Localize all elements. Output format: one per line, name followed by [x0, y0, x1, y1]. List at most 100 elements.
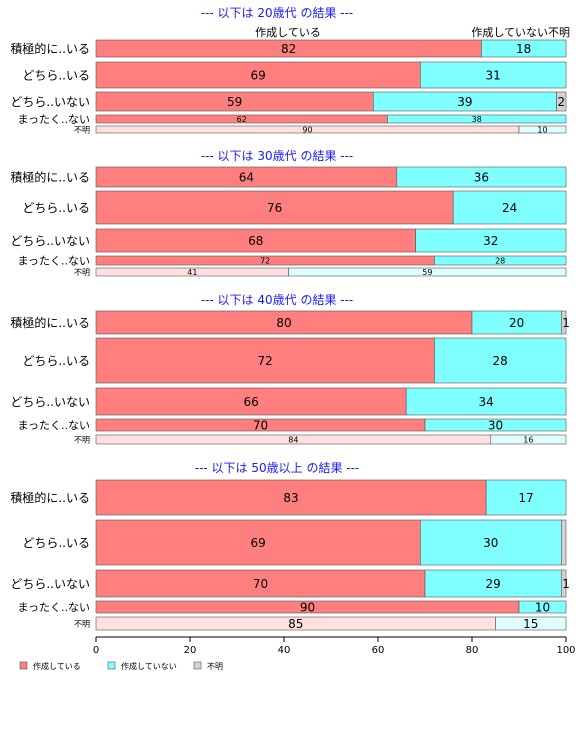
bar-segment — [419, 61, 567, 89]
legend-swatch — [193, 661, 202, 670]
data-label: 66 — [243, 395, 258, 409]
data-label: 28 — [493, 354, 508, 368]
legend-entry: 作成していない — [107, 661, 177, 671]
data-label: 34 — [478, 395, 493, 409]
row-label: 積極的に..いる — [10, 169, 90, 184]
legend-entry: 不明 — [193, 661, 223, 671]
bar-segment — [95, 337, 435, 384]
bar-row: どちら..いる 76 24 — [22, 190, 567, 225]
data-label: 16 — [523, 435, 533, 444]
bar-row: 不明 85 15 — [74, 616, 567, 631]
bar-segment — [396, 166, 567, 188]
bar-row: 不明 41 59 — [74, 267, 567, 277]
bar-segment — [556, 91, 567, 112]
bar-row: どちら..いない 59 39 2 — [10, 91, 567, 112]
bar-segment — [424, 418, 567, 432]
column-header-unknown: 不明 — [548, 26, 570, 39]
bar-segment — [95, 569, 426, 598]
bar-row: 積極的に..いる 80 20 1 — [10, 310, 570, 335]
data-label: 62 — [237, 115, 247, 124]
data-label: 41 — [187, 268, 197, 277]
x-axis: 0 20 40 60 80 100 — [93, 636, 576, 656]
data-label: 2 — [557, 95, 565, 109]
data-label: 15 — [523, 617, 538, 631]
bar-row: どちら..いない 66 34 — [10, 387, 567, 416]
row-label: どちら..いない — [10, 395, 90, 409]
bar-segment — [434, 337, 567, 384]
bar-segment — [288, 267, 567, 277]
data-label: 30 — [483, 536, 498, 550]
data-label: 10 — [535, 600, 550, 614]
legend-label: 作成していない — [121, 661, 177, 671]
data-label: 70 — [253, 577, 268, 591]
data-label: 83 — [283, 491, 298, 505]
data-label: 76 — [267, 201, 282, 215]
legend-entry: 作成している — [19, 661, 81, 671]
bar-segment — [518, 600, 567, 614]
bar-segment — [95, 61, 421, 89]
bar-segment — [419, 519, 562, 566]
bar-segment — [95, 519, 421, 566]
row-label: どちら..いる — [22, 68, 90, 82]
data-label: 80 — [276, 316, 291, 330]
row-label: まったく..ない — [17, 601, 90, 614]
bar-row: 積極的に..いる 64 36 — [10, 166, 567, 188]
bar-segment — [415, 228, 567, 253]
bar-segment — [518, 125, 567, 134]
data-label: 30 — [488, 418, 503, 432]
data-label: 32 — [483, 234, 498, 248]
bar-segment — [95, 479, 487, 516]
bar-segment — [560, 310, 567, 335]
data-label: 59 — [422, 268, 432, 277]
bar-segment — [485, 479, 567, 516]
data-label: 85 — [288, 617, 303, 631]
data-label: 10 — [537, 125, 547, 134]
row-label: 不明 — [74, 435, 90, 444]
legend-swatch — [107, 661, 116, 670]
data-label: 18 — [516, 42, 531, 56]
x-tick-label: 100 — [556, 645, 575, 656]
bar-row: 不明 90 10 — [74, 125, 567, 134]
bar-segment — [405, 387, 567, 416]
bar-segment — [434, 255, 567, 266]
data-label: 90 — [300, 600, 315, 614]
row-label: 不明 — [74, 619, 90, 628]
row-label: どちら..いない — [10, 577, 90, 591]
column-header-not-made: 作成していない — [471, 26, 548, 39]
data-label: 69 — [251, 68, 266, 82]
data-label: 31 — [486, 68, 501, 82]
bar-row: どちら..いる 69 31 — [22, 61, 567, 89]
data-label: 17 — [518, 491, 533, 505]
row-label: 積極的に..いる — [10, 41, 90, 56]
bar-row: 不明 84 16 — [74, 434, 567, 444]
bar-row: まったく..ない 72 28 — [17, 254, 567, 267]
bar-row: どちら..いない 68 32 — [10, 228, 567, 253]
panel-2: --- 以下は 30歳代 の結果 --- 積極的に..いる 64 36 どちら..いる 7… — [10, 149, 567, 277]
row-label: 積極的に..いる — [10, 315, 90, 330]
row-label: どちら..いる — [22, 536, 90, 550]
bar-row: まったく..ない 90 10 — [17, 600, 567, 614]
panel-3: --- 以下は 40歳代 の結果 --- 積極的に..いる 80 20 1 どちら..いる… — [10, 293, 570, 444]
data-label: 36 — [474, 170, 489, 184]
bar-row: まったく..ない 70 30 — [17, 418, 567, 432]
legend-label: 作成している — [33, 661, 81, 671]
column-header-made: 作成している — [255, 26, 321, 39]
data-label: 1 — [562, 577, 570, 591]
x-tick-label: 80 — [466, 645, 479, 656]
data-label: 90 — [302, 125, 312, 134]
bar-segment — [387, 114, 567, 124]
panel-title: --- 以下は 50歳以上 の結果 --- — [195, 461, 360, 475]
bar-segment — [560, 569, 567, 598]
chart-panels: --- 以下は 20歳代 の結果 ---作成している 作成していない 不明積極的に.… — [10, 6, 570, 631]
data-label: 39 — [457, 95, 472, 109]
panel-title: --- 以下は 30歳代 の結果 --- — [201, 149, 354, 163]
legend: 作成している 作成していない 不明 — [19, 661, 223, 671]
data-label: 69 — [251, 536, 266, 550]
row-label: まったく..ない — [17, 113, 90, 126]
data-label: 38 — [472, 115, 482, 124]
bar-segment — [95, 387, 407, 416]
bar-segment — [495, 616, 567, 631]
row-label: 積極的に..いる — [10, 490, 90, 505]
row-label: 不明 — [74, 268, 90, 277]
